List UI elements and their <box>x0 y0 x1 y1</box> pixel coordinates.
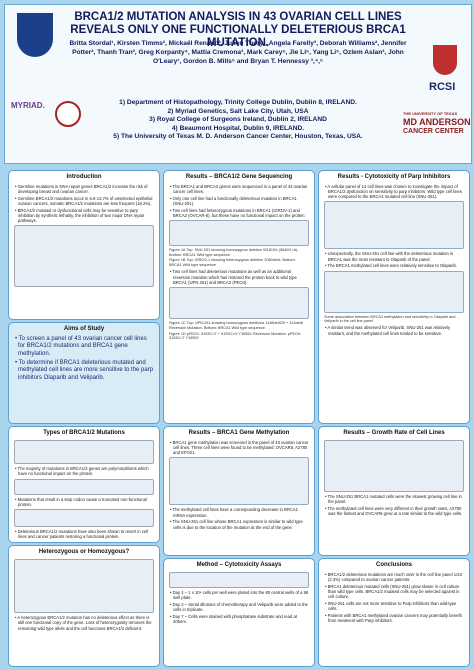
panel-heading: Results – BRCA1/2 Gene Sequencing <box>185 174 293 180</box>
panel-body: • BRCA1 gene methylation was screened in… <box>164 440 314 530</box>
panel-heading: Aims of Study <box>63 326 105 332</box>
figure <box>169 457 309 506</box>
figure-caption: Some association between BRCA1 methylati… <box>324 314 456 324</box>
affiliation: 1) Department of Histopathology, Trinity… <box>119 99 357 106</box>
panel: Results – Growth Rate of Cell Lines • The… <box>318 426 470 556</box>
panel-body: • The BRCA1 and BRCA2 genes were sequenc… <box>164 184 314 342</box>
panel-heading: Conclusions <box>375 562 412 568</box>
figure <box>14 509 154 527</box>
bullet: • The majority of mutations in BRCA1/2 g… <box>15 466 149 477</box>
bullet: • The BRCA1 methylated cell lines were r… <box>325 263 457 269</box>
affiliations: 1) Department of Histopathology, Trinity… <box>65 99 411 142</box>
bullet: • Day 1 – 1 x 10⁴ cells per well were pl… <box>170 590 309 601</box>
title: BRCA1/2 MUTATION ANALYSIS IN 43 OVARIAN … <box>70 11 406 49</box>
panel-body: • BRCA1/2 deleterious mutations are much… <box>319 572 469 624</box>
logo-text: MD ANDERSON <box>403 117 471 127</box>
bullet: • Germline BRCA1/2 mutations occur in 6.… <box>15 195 153 206</box>
panel-body: • To screen a panel of 43 ovarian cancer… <box>9 336 159 383</box>
panel: Introduction • Germline mutations in DNA … <box>8 170 160 320</box>
bullet: • Mutations that result in a stop codon … <box>15 496 147 507</box>
panel: Method – Cytotoxicity Assays • Day 1 – 1 … <box>163 558 315 667</box>
figure <box>14 225 154 288</box>
figure <box>324 440 464 492</box>
bullet: • The SNU-251 cell line whose BRCA1 expr… <box>170 519 303 530</box>
crest <box>17 13 53 57</box>
figure <box>169 572 309 588</box>
figure-caption: Figure 1D pPEO1: 5193C>T + 5193C>G Y1655… <box>169 331 302 341</box>
panel-heading: Method – Cytotoxicity Assays <box>196 562 282 568</box>
panel-heading: Results - Cytotoxicity of Parp Inhibitor… <box>337 174 451 180</box>
figure <box>324 201 464 250</box>
figure <box>14 559 154 613</box>
panel: Heterozygous or Homozygous? • A heterozyg… <box>8 545 160 667</box>
panel: Types of BRCA1/2 Mutations • The majority… <box>8 426 160 543</box>
figure-caption: Figure 1A Top: SNU-251 showing homozygou… <box>169 248 299 257</box>
panel-heading: Types of BRCA1/2 Mutations <box>43 430 125 436</box>
panel: Results – BRCA1 Gene Methylation • BRCA1 … <box>163 426 315 556</box>
bullet: • BRCA1/2 deleterious mutations are much… <box>325 571 462 582</box>
panel-body: • A cellular panel of 14 cell lines was … <box>319 184 469 336</box>
logo-text: THE UNIVERSITY OF TEXAS <box>403 111 458 116</box>
affiliation: 3) Royal College of Surgeons Ireland, Du… <box>149 116 327 124</box>
logo-text: MYRIAD. <box>11 101 45 110</box>
panel-body: • The majority of mutations in BRCA1/2 g… <box>9 440 159 540</box>
header: BRCA1/2 MUTATION ANALYSIS IN 43 OVARIAN … <box>4 4 472 164</box>
affiliation: 2) Myriad Genetics, Salt Lake City, Utah… <box>167 107 309 115</box>
logo-text: CANCER CENTER <box>403 128 464 135</box>
figure <box>324 270 464 313</box>
bullet: • Patients with BRCA1 methylated ovarian… <box>325 612 462 623</box>
bullet: • SNU-251 cells are not more sensitive t… <box>325 600 457 611</box>
bullet: • Unexpectedly, the SNU-251 cell line wi… <box>325 251 454 262</box>
figure-caption: Figure 1B Top: IGROV-1 showing heterozyg… <box>169 258 296 268</box>
panel-body: • Germline mutations in DNA repair genes… <box>9 184 159 288</box>
panel: Results – BRCA1/2 Gene Sequencing • The B… <box>163 170 315 424</box>
figure-caption: Figure 1C Top: UPN-251 showing homozygou… <box>169 321 303 330</box>
panel: Results - Cytotoxicity of Parp Inhibitor… <box>318 170 470 424</box>
bullet: • A similar trend was observed for Velip… <box>325 325 451 336</box>
rcsi-crest <box>433 45 457 75</box>
logo-text: RCSI <box>429 81 456 93</box>
bullet: • BRCA1/2 mutated or dysfunctional cells… <box>15 207 145 224</box>
bullet: • Two cell lines had deleterious mutatio… <box>170 269 297 285</box>
panel-body: • The SNU-251 BRCA1 mutated cells were t… <box>319 440 469 517</box>
bullet: • Day 7 – Cells were stained with phosph… <box>170 614 297 625</box>
bullet: • Germline mutations in DNA repair genes… <box>15 183 148 194</box>
bullet: • The BRCA1 and BRCA2 genes were sequenc… <box>170 183 308 194</box>
panel: Conclusions • BRCA1/2 deleterious mutatio… <box>318 558 470 667</box>
bullet: • A heterozygous BRCA1/2 mutation has no… <box>15 615 152 631</box>
bullet: • Deleterious BRCA1/2 mutations have als… <box>15 529 148 540</box>
bullet: • Two cell lines had heterozygous mutati… <box>170 207 306 218</box>
authors: Britta Stordal¹, Kirsten Timms², Mickaël… <box>69 40 407 65</box>
panel-heading: Heterozygous or Homozygous? <box>38 549 130 555</box>
panel-heading: Introduction <box>66 174 102 180</box>
panel-body: • A heterozygous BRCA1/2 mutation has no… <box>9 559 159 631</box>
panel: Aims of Study • To screen a panel of 43 o… <box>8 322 160 424</box>
figure <box>169 220 309 246</box>
affiliation: 5) The University of Texas M. D. Anderso… <box>113 133 363 141</box>
bullet: • The methylated cell lines have a corre… <box>170 507 299 518</box>
panel-heading: Results – Growth Rate of Cell Lines <box>343 430 445 436</box>
affiliation: 4) Beaumont Hospital, Dublin 9, IRELAND. <box>171 124 305 132</box>
panel-heading: Results – BRCA1 Gene Methylation <box>188 430 290 436</box>
bullet: • BRCA1 deleterious mutated cells (SNU-2… <box>325 583 460 600</box>
figure <box>169 287 309 320</box>
figure <box>14 440 154 464</box>
bullet: • Day 2 – Serial dilutions of chemothera… <box>170 602 308 613</box>
bullet: • The SNU-251 BRCA1 mutated cells were t… <box>325 494 462 505</box>
seal <box>55 101 81 127</box>
bullet: • To screen a panel of 43 ovarian cancer… <box>15 335 147 357</box>
bullet: • A cellular panel of 14 cell lines was … <box>325 183 462 200</box>
bullet: • To determine if BRCA1 deleterious muta… <box>15 359 154 381</box>
bullet: • The methylated cell lines were very di… <box>325 506 463 517</box>
bullet: • BRCA1 gene methylation was screened in… <box>170 439 309 456</box>
bullet: • Only one cell line had a functionally … <box>170 195 297 206</box>
figure <box>14 478 154 495</box>
panel-body: • Day 1 – 1 x 10⁴ cells per well were pl… <box>164 572 314 625</box>
